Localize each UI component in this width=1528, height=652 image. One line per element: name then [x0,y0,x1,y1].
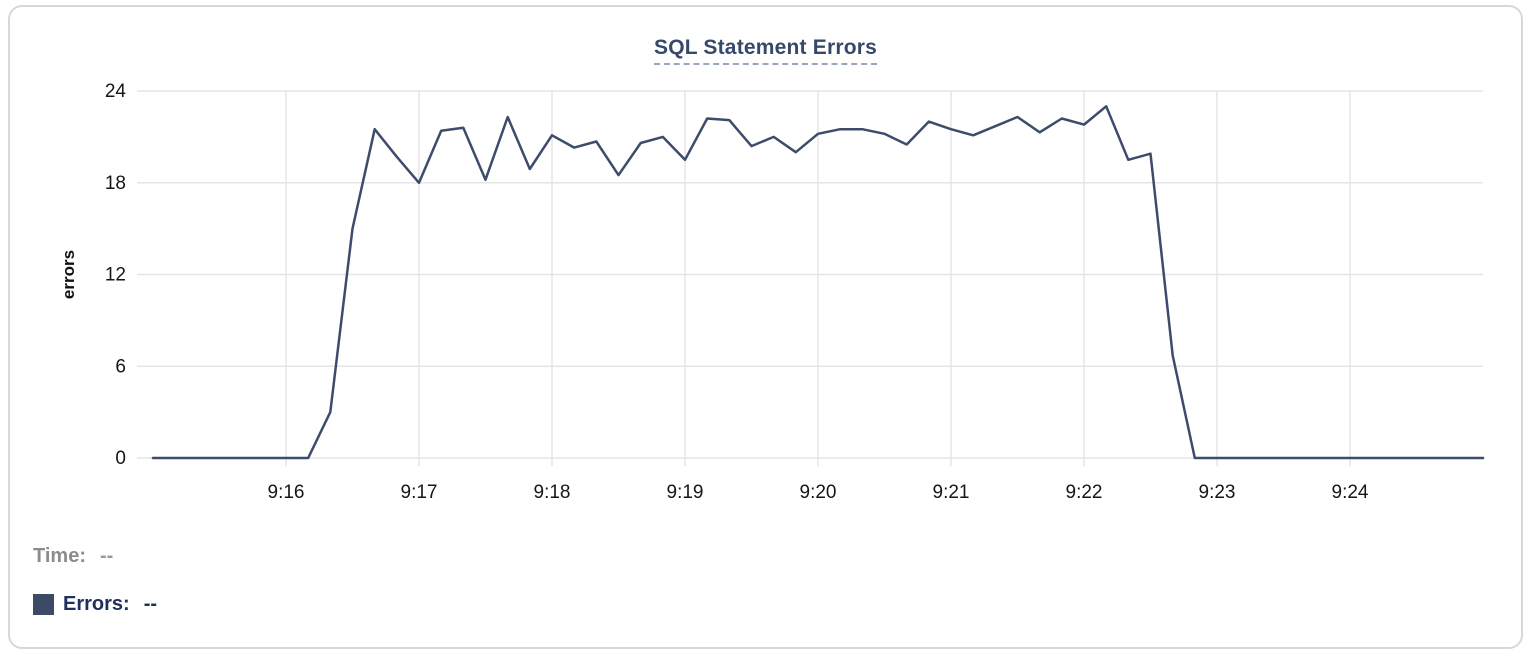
tooltip-errors-value: -- [143,593,158,615]
tooltip-time-label: Time: [33,545,86,567]
x-tick-label: 9:20 [800,482,837,503]
sql-errors-line-chart[interactable]: 0 6 12 18 24 9:16 9:17 9:18 9:19 9:20 9:21 9:22 9:23… [10,7,1528,522]
y-tick-label: 18 [105,173,126,194]
x-tick-label: 9:19 [667,482,704,503]
chart-title[interactable]: SQL Statement Errors [653,36,877,65]
x-tick-label: 9:16 [268,482,305,503]
errors-series-swatch-icon [33,594,54,615]
tooltip-errors-label: Errors: [63,593,130,615]
x-tick-label: 9:17 [401,482,438,503]
x-tick-label: 9:18 [534,482,571,503]
x-tick-label: 9:24 [1332,482,1369,503]
errors-series-line[interactable] [151,105,1485,460]
legend-errors-row[interactable]: Errors: -- [33,593,157,616]
tooltip-time-row: Time: -- [33,545,113,568]
x-tick-label: 9:23 [1199,482,1236,503]
chart-header: SQL Statement Errors [10,36,1521,65]
x-tick-label: 9:21 [933,482,970,503]
y-tick-label: 6 [115,356,126,377]
x-tick-label: 9:22 [1066,482,1103,503]
y-axis-title: errors [59,250,78,299]
chart-card: SQL Statement Errors 0 6 12 18 24 9:16 9:17 9:1… [8,5,1523,649]
y-tick-label: 0 [115,448,126,469]
y-tick-label: 24 [105,81,127,102]
y-tick-label: 12 [105,265,126,286]
tooltip-time-value: -- [99,545,114,567]
